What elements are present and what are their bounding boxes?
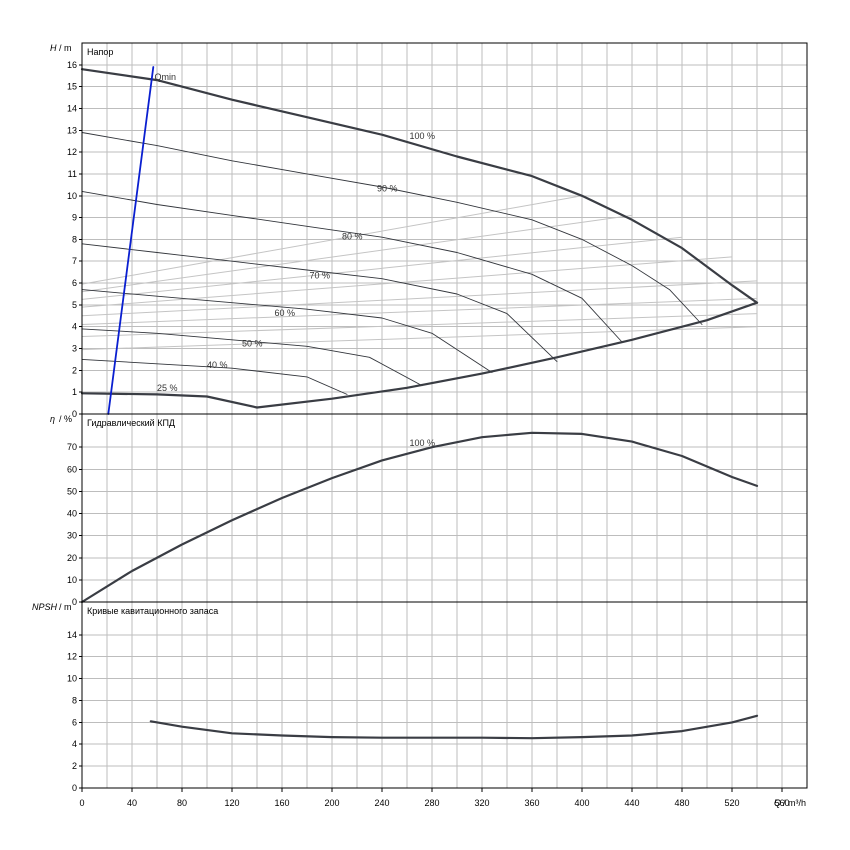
y-tick-label: 20: [67, 553, 77, 563]
curve-label: Qmin: [155, 72, 177, 82]
panel-title: Кривые кавитационного запаса: [87, 606, 218, 616]
y-tick-label: 8: [72, 234, 77, 244]
y-tick-label: 4: [72, 322, 77, 332]
y-tick-label: 11: [68, 169, 77, 179]
curve-label: 60 %: [275, 308, 296, 318]
curve-label: 25 %: [157, 383, 178, 393]
y-tick-label: 70: [67, 442, 77, 452]
curve-label: 100 %: [410, 131, 436, 141]
y-tick-label: 13: [67, 125, 77, 135]
x-tick-label: 120: [224, 798, 239, 808]
y-tick-label: 15: [67, 82, 77, 92]
y-tick-label: 0: [72, 597, 77, 607]
curve-40: [81, 358, 348, 395]
y-tick-label: 2: [72, 761, 77, 771]
iso-efficiency-line: [81, 236, 683, 300]
y-tick-label: 16: [67, 60, 77, 70]
iso-efficiency-line: [81, 195, 583, 285]
x-tick-label: 80: [177, 798, 187, 808]
panel-title: Напор: [87, 47, 113, 57]
y-tick-label: 50: [67, 486, 77, 496]
y-axis-unit: / m: [59, 43, 72, 53]
curve-label: 70 %: [310, 271, 331, 281]
y-tick-label: 6: [72, 717, 77, 727]
x-tick-label: 160: [274, 798, 289, 808]
curve-50: [81, 328, 423, 387]
iso-efficiency-line: [81, 297, 758, 326]
x-tick-label: 240: [374, 798, 389, 808]
panel-frame: [81, 413, 808, 603]
x-tick-label: 480: [674, 798, 689, 808]
curve-100: [80, 68, 759, 304]
y-tick-label: 7: [72, 256, 77, 266]
y-tick-label: 0: [72, 409, 77, 419]
y-axis-symbol: H: [50, 43, 57, 53]
frame-layer: [79, 42, 808, 792]
y-tick-label: 14: [67, 103, 77, 113]
curve-25: [80, 392, 259, 409]
curve-60: [81, 289, 493, 373]
x-tick-label: 520: [724, 798, 739, 808]
y-tick-label: 10: [67, 575, 77, 585]
y-tick-label: 30: [67, 531, 77, 541]
curve-envelope: [149, 714, 759, 740]
x-tick-label: 360: [524, 798, 539, 808]
x-axis-symbol: Q: [774, 798, 781, 808]
y-tick-label: 10: [67, 191, 77, 201]
y-tick-label: 12: [67, 147, 77, 157]
y-axis-symbol: η: [50, 414, 55, 424]
panel-title: Гидравлический КПД: [87, 418, 175, 428]
curve-label: 80 %: [342, 231, 363, 241]
y-tick-label: 6: [72, 278, 77, 288]
y-tick-label: 14: [67, 630, 77, 640]
y-tick-label: 8: [72, 695, 77, 705]
curve-label: 50 %: [242, 338, 263, 348]
x-tick-label: 0: [79, 798, 84, 808]
x-tick-label: 400: [574, 798, 589, 808]
x-tick-label: 280: [424, 798, 439, 808]
y-tick-label: 10: [67, 674, 77, 684]
curve-qmin: [107, 66, 155, 415]
curves-layer: [80, 66, 759, 740]
curve-label: 90 %: [377, 183, 398, 193]
iso-efficiency-line: [81, 280, 758, 317]
iso-efficiency-line: [81, 214, 633, 293]
x-tick-label: 440: [624, 798, 639, 808]
curve-envelope: [255, 301, 759, 409]
y-tick-label: 12: [67, 652, 77, 662]
curve-label: 100 %: [410, 438, 436, 448]
x-axis-unit: / m³/h: [783, 798, 806, 808]
panel-frame: [81, 42, 808, 415]
y-tick-label: 0: [72, 783, 77, 793]
x-tick-label: 320: [474, 798, 489, 808]
x-tick-label: 40: [127, 798, 137, 808]
y-tick-label: 3: [72, 344, 77, 354]
panel-frame: [81, 601, 808, 789]
curve-100: [80, 431, 759, 604]
grid-layer: [82, 43, 807, 788]
y-tick-label: 60: [67, 464, 77, 474]
curve-80: [81, 190, 623, 343]
y-axis-unit: / %: [59, 414, 72, 424]
y-tick-label: 9: [72, 213, 77, 223]
curve-70: [81, 243, 558, 363]
y-tick-label: 40: [67, 509, 77, 519]
y-axis-symbol: NPSH: [32, 602, 58, 612]
y-tick-label: 4: [72, 739, 77, 749]
curve-label: 40 %: [207, 360, 228, 370]
x-tick-label: 560: [774, 798, 789, 808]
iso-efficiency-line: [81, 313, 758, 338]
y-tick-label: 5: [72, 300, 77, 310]
y-tick-label: 1: [72, 387, 77, 397]
iso-efficiency-line: [81, 326, 758, 351]
curve-90: [81, 132, 703, 325]
x-tick-label: 200: [324, 798, 339, 808]
y-tick-label: 2: [72, 365, 77, 375]
y-axis-unit: / m: [59, 602, 72, 612]
